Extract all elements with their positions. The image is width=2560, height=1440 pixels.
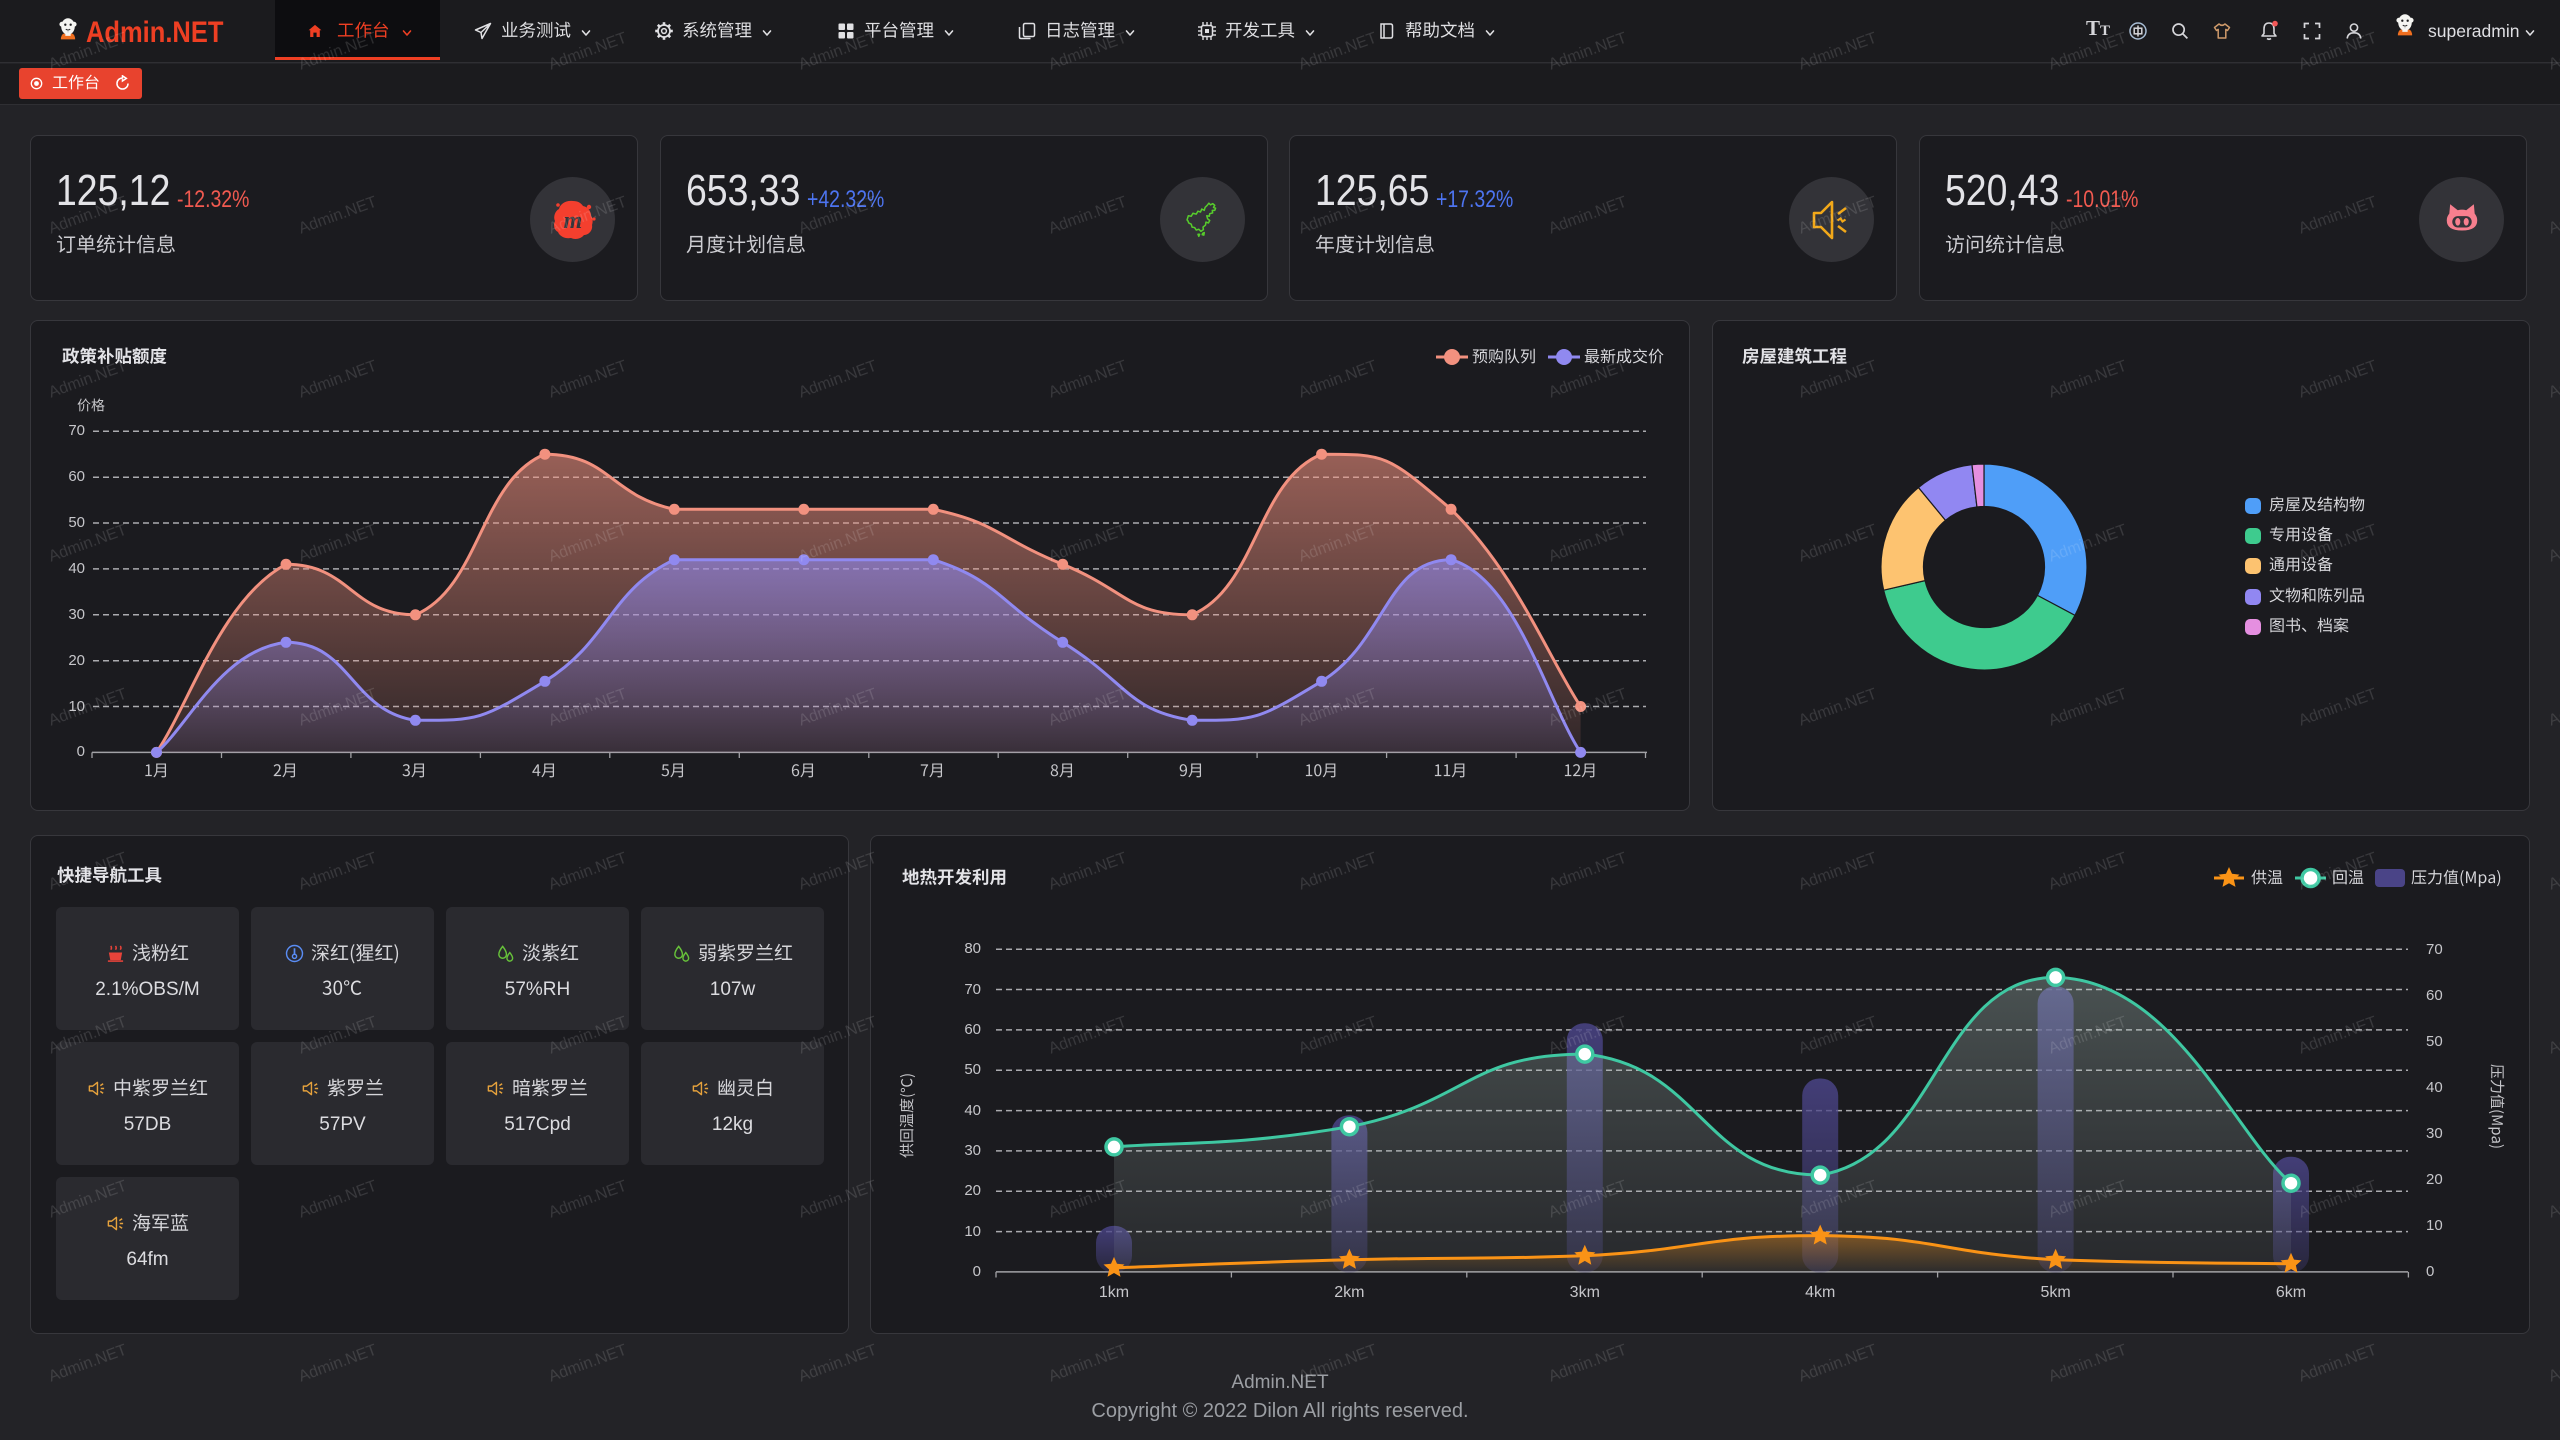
svg-text:m: m (563, 208, 582, 234)
